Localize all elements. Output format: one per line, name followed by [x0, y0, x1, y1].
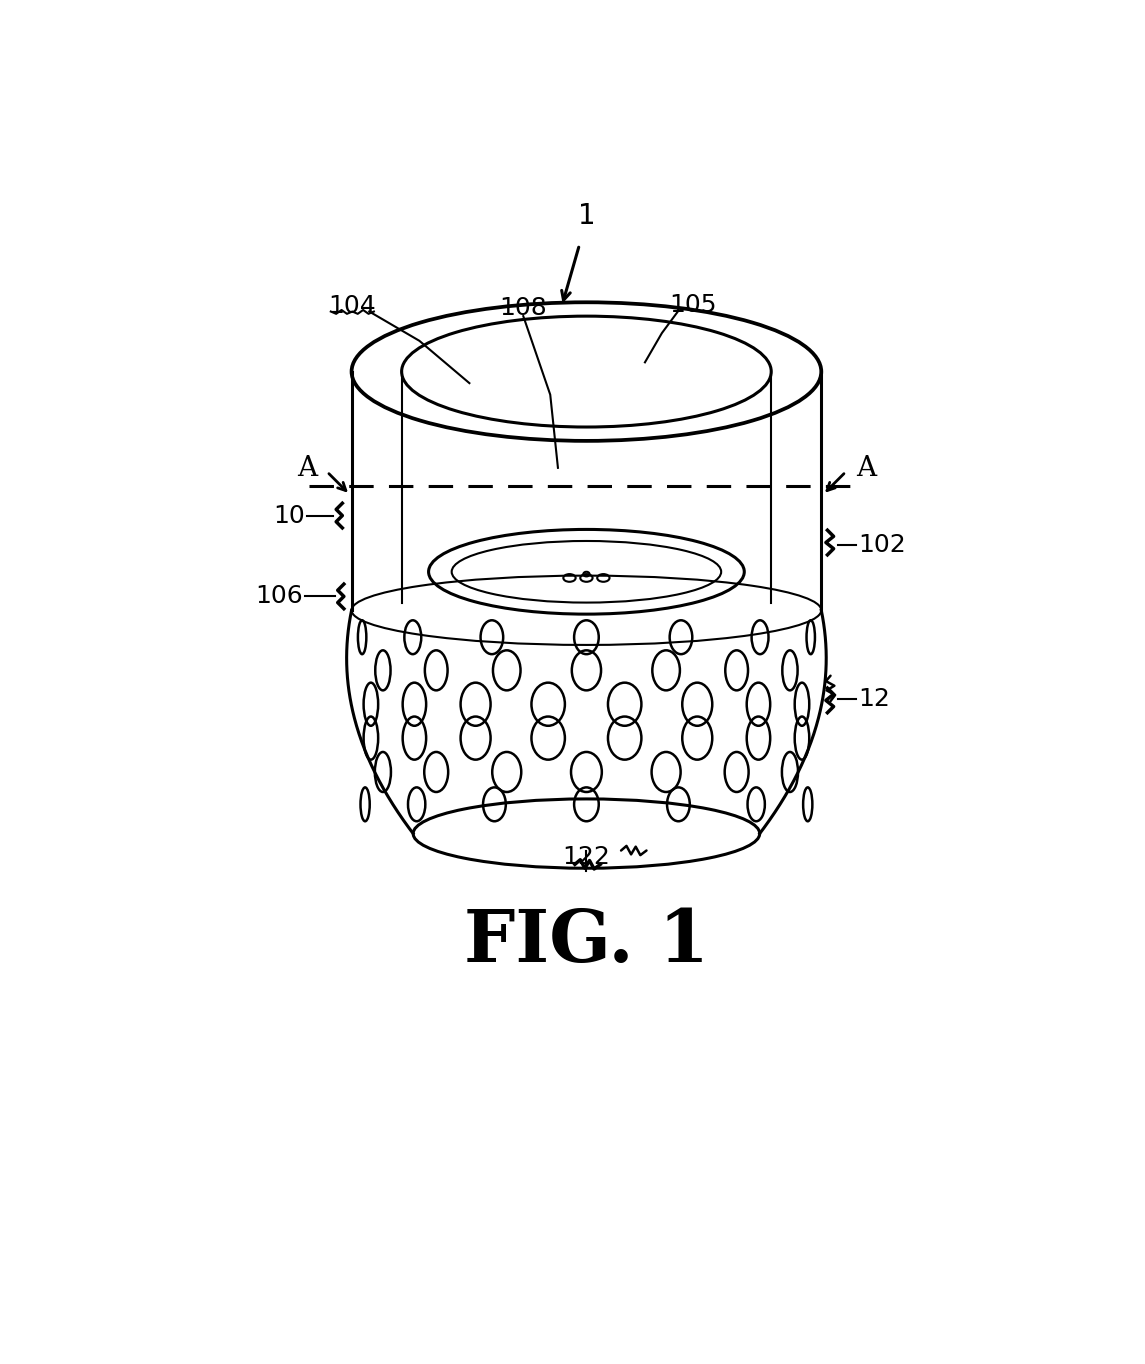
Text: A: A: [297, 456, 317, 481]
Text: 104: 104: [329, 295, 377, 318]
Text: 12: 12: [859, 687, 890, 711]
Text: A: A: [855, 456, 876, 481]
Text: 105: 105: [669, 293, 717, 316]
Text: 10: 10: [274, 503, 306, 528]
Text: 108: 108: [499, 296, 547, 321]
Text: 1: 1: [577, 202, 595, 231]
Text: 122: 122: [562, 844, 610, 869]
Text: FIG. 1: FIG. 1: [464, 906, 709, 977]
Text: 102: 102: [859, 533, 906, 557]
Text: 106: 106: [255, 584, 303, 608]
